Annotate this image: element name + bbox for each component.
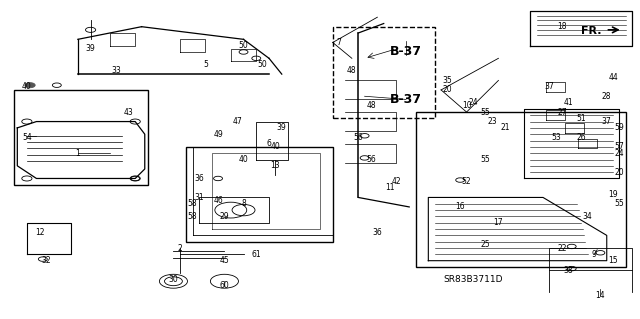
Text: 16: 16 [456,203,465,211]
Text: 5: 5 [203,60,208,69]
Text: 28: 28 [602,92,611,101]
Circle shape [25,83,35,88]
Text: FR.: FR. [580,26,601,36]
Text: 27: 27 [557,108,567,116]
Text: 17: 17 [493,218,503,227]
Text: 24: 24 [468,98,477,107]
Text: 10: 10 [461,101,472,110]
Text: 29: 29 [220,212,229,221]
Text: 36: 36 [194,174,204,183]
Text: 21: 21 [500,123,509,132]
Text: 55: 55 [481,108,490,116]
Text: 34: 34 [583,212,593,221]
Text: 58: 58 [188,199,197,208]
Text: 14: 14 [596,291,605,300]
Text: 32: 32 [41,256,51,265]
Text: 59: 59 [614,123,625,132]
Text: 2: 2 [177,243,182,253]
Text: 53: 53 [551,133,561,142]
Text: 6: 6 [267,139,271,148]
Text: 43: 43 [124,108,134,116]
Text: 47: 47 [232,117,242,126]
Text: 48: 48 [366,101,376,110]
Bar [186,147,333,242]
Text: 44: 44 [608,73,618,82]
Text: 54: 54 [22,133,32,142]
Text: 51: 51 [577,114,586,123]
Text: 33: 33 [111,66,121,76]
Text: 23: 23 [487,117,497,126]
Text: 11: 11 [385,183,395,192]
Text: 37: 37 [545,82,554,91]
Text: B-37: B-37 [390,46,422,58]
Text: 45: 45 [220,256,229,265]
Text: 56: 56 [353,133,363,142]
Text: 46: 46 [213,196,223,205]
Text: 56: 56 [366,155,376,164]
Text: 22: 22 [557,243,567,253]
Text: 19: 19 [608,190,618,199]
Text: 7: 7 [337,38,342,47]
Text: 8: 8 [241,199,246,208]
Text: 26: 26 [577,133,586,142]
Text: 39: 39 [277,123,287,132]
Text: 15: 15 [608,256,618,265]
Bar [14,90,148,185]
Text: 31: 31 [194,193,204,202]
Text: 58: 58 [188,212,197,221]
Text: 55: 55 [481,155,490,164]
Text: 18: 18 [557,22,567,31]
Bar [333,27,435,118]
Text: 48: 48 [347,66,356,76]
Text: 36: 36 [372,228,382,237]
Text: 49: 49 [213,130,223,139]
Bar [415,112,626,267]
Text: 20: 20 [614,168,624,177]
Text: SR83B3711D: SR83B3711D [443,275,502,284]
Text: 13: 13 [271,161,280,170]
Text: 41: 41 [564,98,573,107]
Text: 50: 50 [258,60,268,69]
Text: B-37: B-37 [390,93,422,106]
Text: 38: 38 [564,266,573,275]
Text: 37: 37 [602,117,612,126]
Text: 60: 60 [220,281,229,291]
Text: 1: 1 [76,149,80,158]
Text: 40: 40 [271,142,280,151]
Text: 12: 12 [35,228,44,237]
Text: 20: 20 [443,85,452,94]
Text: 40: 40 [239,155,248,164]
Text: 50: 50 [239,41,248,50]
Text: 9: 9 [591,250,596,259]
Text: 42: 42 [392,177,401,186]
Text: 24: 24 [614,149,624,158]
Text: 25: 25 [481,241,490,249]
Text: 61: 61 [252,250,261,259]
Text: 55: 55 [614,199,625,208]
Text: 57: 57 [614,142,625,151]
Text: 40: 40 [22,82,32,91]
Text: 35: 35 [443,76,452,85]
Text: 52: 52 [461,177,472,186]
Text: 39: 39 [86,44,95,53]
Text: 30: 30 [168,275,179,284]
